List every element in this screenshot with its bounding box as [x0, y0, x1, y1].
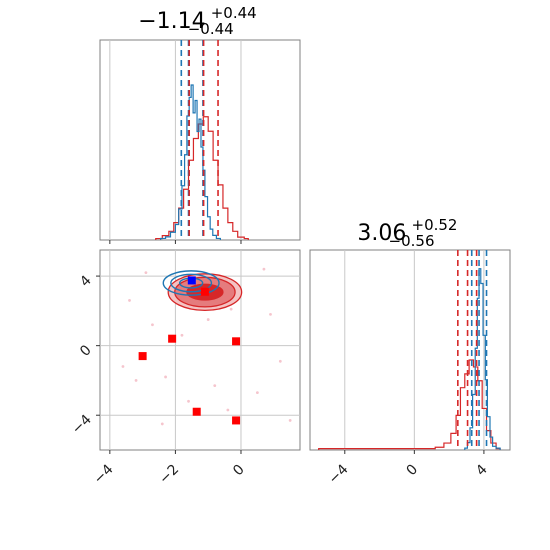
scatter-point	[151, 323, 154, 327]
contour-series-a	[170, 273, 213, 293]
param1-title-sup: +0.44	[211, 4, 257, 22]
scatter-point	[134, 379, 138, 382]
x-tick-label: 0	[230, 462, 248, 480]
panel-param2-grid	[344, 250, 485, 450]
scatter-point	[255, 391, 259, 395]
scatter-point	[213, 384, 217, 388]
hist-series-a	[160, 84, 221, 240]
marker-square	[192, 407, 201, 416]
marker-square	[232, 416, 241, 425]
scatter-point	[160, 422, 164, 426]
x-tick-label: 0	[404, 462, 422, 480]
marker-square	[168, 334, 177, 343]
panel-param2-frame	[309, 249, 511, 451]
param2-title-main: 3.06	[357, 221, 406, 246]
scatter-point	[226, 408, 230, 412]
panel-joint-marks	[121, 267, 292, 426]
param1-title: −1.14 +0.44 −0.44	[138, 3, 262, 38]
scatter-point	[278, 359, 282, 363]
scatter-point	[206, 318, 210, 321]
x-tick-label: −4	[326, 461, 352, 487]
panel-param1-grid	[109, 40, 242, 240]
param2-title-sup: +0.52	[412, 216, 458, 234]
scatter-point	[187, 399, 190, 403]
panel-joint	[99, 249, 301, 451]
scatter-point	[144, 271, 148, 275]
truth-marker	[187, 276, 196, 285]
scatter-point	[262, 267, 266, 271]
panel-param2-lines	[318, 250, 501, 450]
contour-series-a	[162, 270, 220, 296]
x-tick-label: −2	[156, 462, 182, 488]
scatter-point	[121, 365, 125, 368]
panel-param1-frame	[99, 39, 301, 241]
hist-series-b	[318, 359, 501, 450]
param2-title-sub: −0.56	[389, 232, 435, 250]
marker-square	[200, 287, 209, 296]
marker-square	[232, 337, 241, 346]
x-tick-label: 4	[473, 461, 491, 479]
param2-title: 3.06 +0.52 −0.56	[357, 215, 462, 250]
scatter-point	[180, 333, 184, 337]
scatter-point	[164, 375, 167, 379]
scatter-point	[288, 419, 292, 422]
hist-series-a	[464, 268, 501, 450]
panel-param1-hist	[99, 39, 301, 241]
x-tick-label: −4	[91, 461, 117, 487]
y-tick-label: −4	[69, 412, 95, 438]
panel-param2-hist	[309, 249, 511, 451]
param1-title-main: −1.14	[138, 9, 205, 34]
scatter-point	[269, 312, 272, 316]
param1-title-sub: −0.44	[188, 20, 234, 38]
scatter-point	[229, 307, 233, 311]
marker-square	[138, 352, 147, 361]
scatter-point	[128, 299, 131, 302]
y-tick-label: 4	[77, 273, 95, 291]
y-tick-label: 0	[77, 342, 95, 360]
panel-param1-lines	[155, 40, 249, 240]
